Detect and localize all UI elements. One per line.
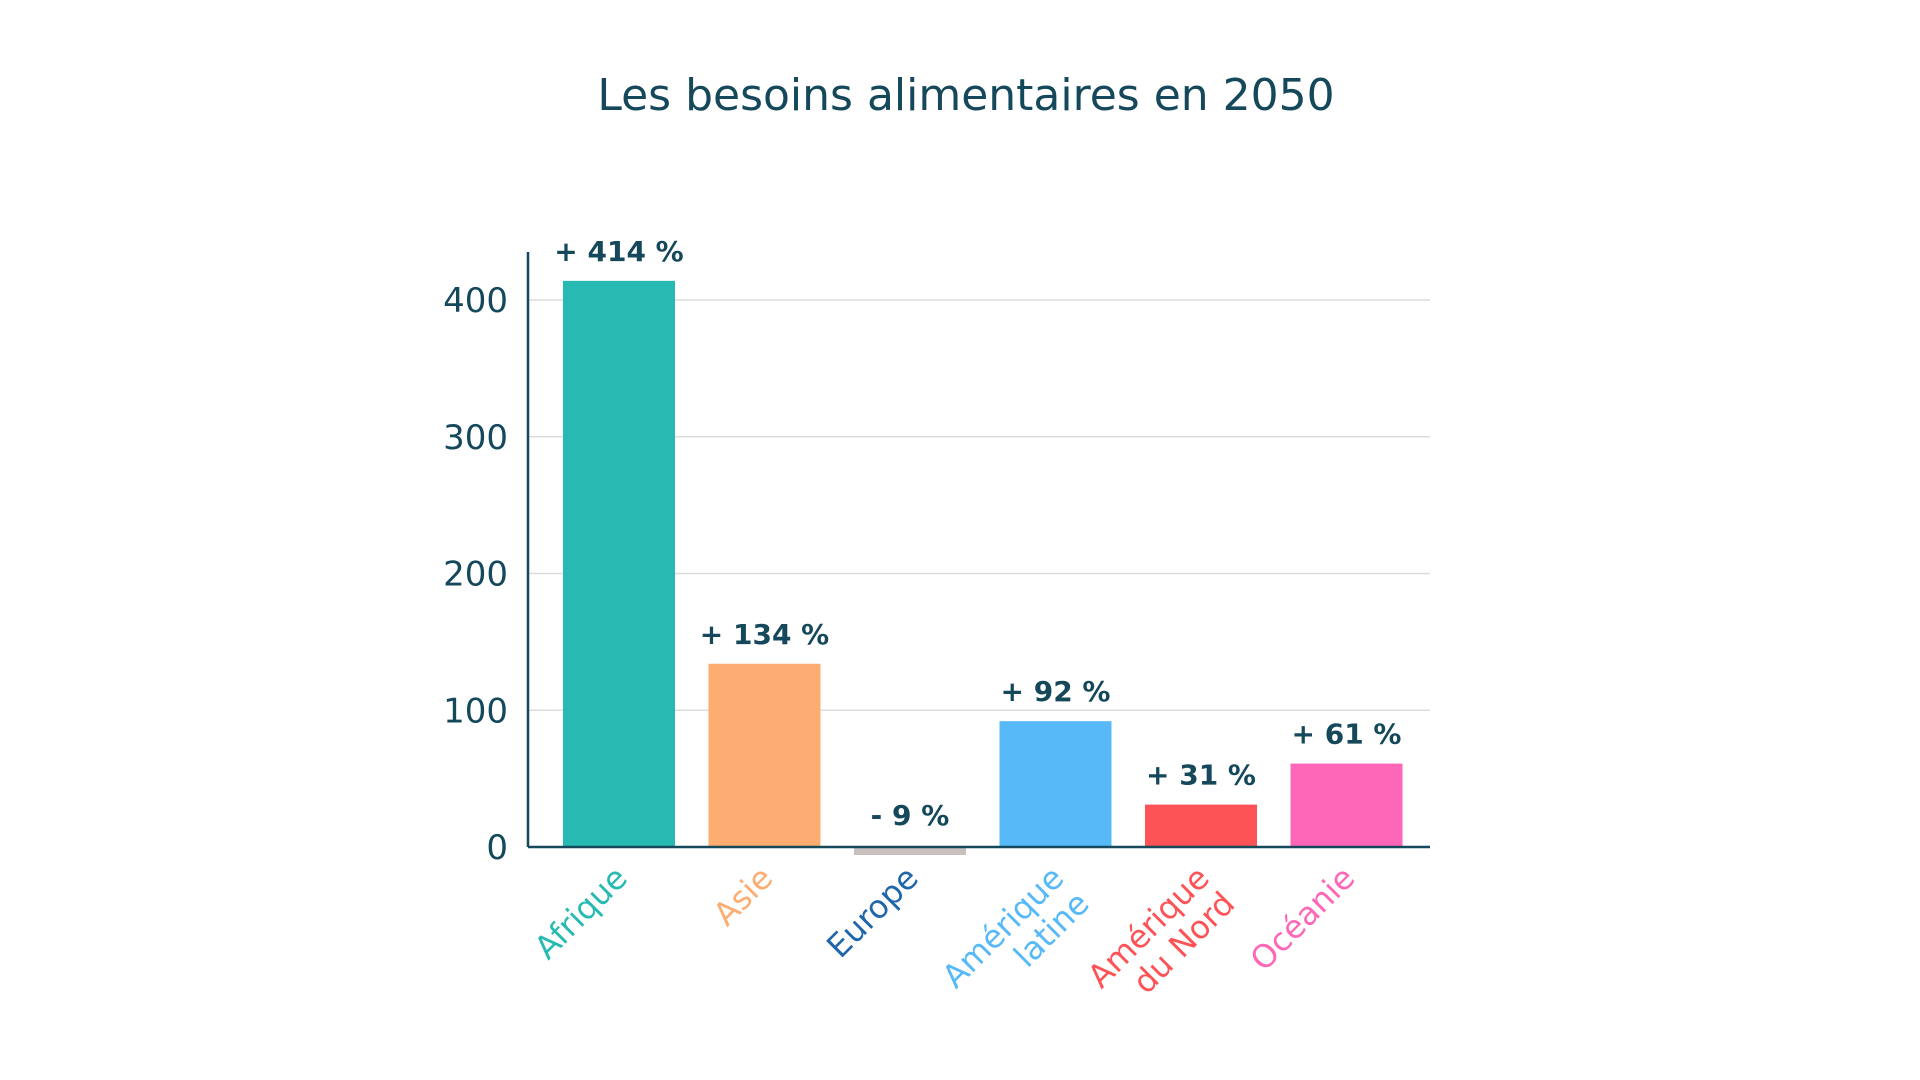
bars — [563, 280, 1403, 855]
y-tick-label: 200 — [443, 555, 508, 595]
category-label: Europe — [819, 859, 925, 965]
data-label: + 31 % — [1146, 759, 1256, 792]
axes — [526, 252, 1430, 849]
data-label: + 61 % — [1292, 718, 1402, 751]
bar — [999, 721, 1112, 847]
bar — [708, 663, 821, 847]
bar — [854, 847, 966, 855]
category-label: Asie — [706, 859, 780, 933]
category-label: Océanie — [1243, 859, 1362, 978]
category-labels: Afrique Asie Europe AmériquelatineAmériqued… — [527, 859, 1362, 1001]
bar — [1290, 763, 1403, 847]
y-tick-label: 400 — [443, 281, 508, 321]
category-label-line: Asie — [706, 859, 780, 933]
chart-title: Les besoins alimentaires en 2050 — [597, 70, 1334, 121]
category-label: Afrique — [527, 859, 635, 967]
data-label: + 92 % — [1001, 675, 1111, 708]
data-label: + 414 % — [554, 235, 683, 268]
y-tick-label: 100 — [443, 691, 508, 731]
y-tick-label: 0 — [486, 828, 508, 868]
data-label: + 134 % — [700, 618, 829, 651]
bar — [1145, 804, 1257, 847]
category-label-line: Océanie — [1243, 859, 1362, 978]
value-labels: + 414 % + 134 % - 9 % + 92 % + 31 % + 61 % — [554, 235, 1401, 832]
y-tick-label: 300 — [443, 418, 508, 458]
y-tick-labels: 0 100 200 300 400 — [443, 281, 508, 868]
data-label: - 9 % — [871, 799, 950, 832]
bar — [563, 280, 675, 848]
category-label-line: Afrique — [527, 859, 635, 967]
gridlines — [528, 299, 1430, 711]
category-label-line: Europe — [819, 859, 925, 965]
